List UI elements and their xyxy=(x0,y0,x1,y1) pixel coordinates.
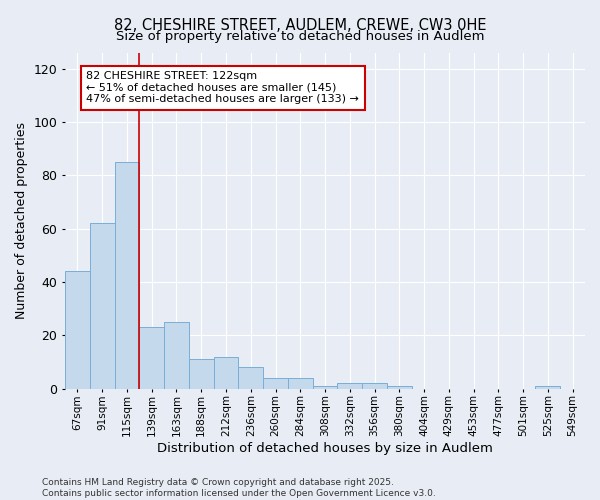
Bar xyxy=(139,328,164,389)
Bar xyxy=(387,386,412,389)
Bar xyxy=(238,368,263,389)
Bar xyxy=(115,162,139,389)
X-axis label: Distribution of detached houses by size in Audlem: Distribution of detached houses by size … xyxy=(157,442,493,455)
Text: Size of property relative to detached houses in Audlem: Size of property relative to detached ho… xyxy=(116,30,484,43)
Bar xyxy=(164,322,189,389)
Bar xyxy=(65,272,90,389)
Text: 82, CHESHIRE STREET, AUDLEM, CREWE, CW3 0HE: 82, CHESHIRE STREET, AUDLEM, CREWE, CW3 … xyxy=(114,18,486,32)
Bar xyxy=(189,360,214,389)
Bar xyxy=(263,378,288,389)
Text: Contains HM Land Registry data © Crown copyright and database right 2025.
Contai: Contains HM Land Registry data © Crown c… xyxy=(42,478,436,498)
Bar xyxy=(313,386,337,389)
Bar xyxy=(362,384,387,389)
Bar xyxy=(337,384,362,389)
Bar xyxy=(288,378,313,389)
Text: 82 CHESHIRE STREET: 122sqm
← 51% of detached houses are smaller (145)
47% of sem: 82 CHESHIRE STREET: 122sqm ← 51% of deta… xyxy=(86,71,359,104)
Bar xyxy=(535,386,560,389)
Bar xyxy=(214,356,238,389)
Bar xyxy=(90,224,115,389)
Y-axis label: Number of detached properties: Number of detached properties xyxy=(15,122,28,319)
